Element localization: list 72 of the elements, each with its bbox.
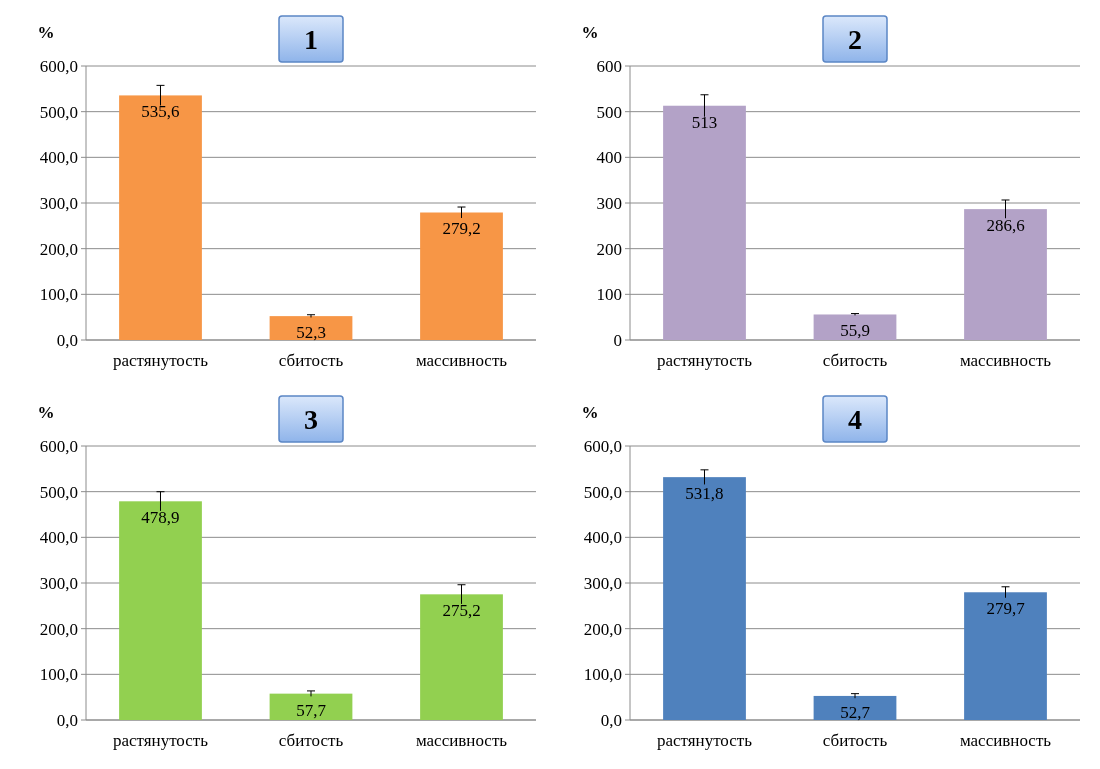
x-tick-label: сбитость bbox=[822, 351, 888, 370]
bar bbox=[269, 693, 353, 720]
bar bbox=[964, 209, 1047, 340]
data-label: 52,7 bbox=[840, 702, 871, 722]
x-tick-label: растянутость bbox=[112, 351, 209, 370]
x-tick-label: сбитость bbox=[822, 731, 888, 750]
bar bbox=[813, 314, 897, 340]
x-tick-label: сбитость bbox=[278, 731, 344, 750]
y-tick-label: 300,0 bbox=[39, 193, 78, 213]
bar bbox=[663, 105, 746, 340]
y-tick-label: 500,0 bbox=[39, 102, 78, 122]
bar bbox=[119, 95, 202, 340]
data-label: 513 bbox=[691, 112, 718, 132]
bar bbox=[813, 695, 897, 720]
y-tick-label: 200,0 bbox=[39, 239, 78, 259]
data-label: 279,2 bbox=[442, 219, 481, 239]
bar bbox=[663, 477, 746, 720]
y-tick-label: 300,0 bbox=[583, 573, 622, 593]
bar bbox=[964, 592, 1047, 720]
y-tick-label: 400 bbox=[596, 148, 622, 168]
data-label: 478,9 bbox=[141, 508, 180, 528]
y-tick-label: 200,0 bbox=[583, 619, 622, 639]
chart-title: 4 bbox=[848, 403, 862, 435]
y-tick-label: 0,0 bbox=[56, 330, 78, 350]
y-tick-label: 300 bbox=[596, 193, 622, 213]
y-tick-label: 200,0 bbox=[39, 619, 78, 639]
bar bbox=[420, 594, 503, 720]
x-tick-label: сбитость bbox=[278, 351, 344, 370]
chart-title: 2 bbox=[848, 23, 862, 55]
y-axis-title: % bbox=[581, 403, 599, 422]
data-label: 275,2 bbox=[442, 601, 481, 621]
y-axis-title: % bbox=[37, 23, 55, 42]
y-tick-label: 400,0 bbox=[39, 148, 78, 168]
y-tick-label: 100,0 bbox=[39, 285, 78, 305]
y-tick-label: 600,0 bbox=[583, 436, 622, 456]
data-label: 52,3 bbox=[296, 323, 326, 343]
data-label: 57,7 bbox=[296, 700, 327, 720]
chart-title: 1 bbox=[304, 23, 318, 55]
bar bbox=[269, 316, 353, 340]
x-tick-label: растянутость bbox=[112, 731, 209, 750]
x-tick-label: растянутость bbox=[656, 351, 753, 370]
x-tick-label: массивность bbox=[959, 731, 1052, 750]
data-label: 279,7 bbox=[986, 599, 1026, 619]
y-tick-label: 400,0 bbox=[583, 528, 622, 548]
y-tick-label: 100,0 bbox=[583, 665, 622, 685]
y-tick-label: 0,0 bbox=[600, 710, 622, 730]
y-tick-label: 500,0 bbox=[583, 482, 622, 502]
y-tick-label: 100,0 bbox=[39, 665, 78, 685]
y-tick-label: 100 bbox=[596, 285, 622, 305]
y-tick-label: 0 bbox=[613, 330, 622, 350]
data-label: 55,9 bbox=[840, 321, 870, 341]
data-label: 535,6 bbox=[141, 102, 180, 122]
data-label: 286,6 bbox=[986, 216, 1025, 236]
y-tick-label: 0,0 bbox=[56, 710, 78, 730]
y-axis-title: % bbox=[37, 403, 55, 422]
y-tick-label: 500 bbox=[596, 102, 622, 122]
y-tick-label: 200 bbox=[596, 239, 622, 259]
x-tick-label: растянутость bbox=[656, 731, 753, 750]
x-tick-label: массивность bbox=[415, 351, 508, 370]
y-tick-label: 600,0 bbox=[39, 56, 78, 76]
x-tick-label: массивность bbox=[959, 351, 1052, 370]
y-tick-label: 600,0 bbox=[39, 436, 78, 456]
chart-title: 3 bbox=[304, 403, 318, 435]
bar bbox=[119, 501, 202, 720]
bar bbox=[420, 212, 503, 340]
data-label: 531,8 bbox=[685, 484, 724, 504]
y-tick-label: 500,0 bbox=[39, 482, 78, 502]
y-tick-label: 600 bbox=[596, 56, 622, 76]
y-axis-title: % bbox=[581, 23, 599, 42]
y-tick-label: 400,0 bbox=[39, 528, 78, 548]
x-tick-label: массивность bbox=[415, 731, 508, 750]
y-tick-label: 300,0 bbox=[39, 573, 78, 593]
